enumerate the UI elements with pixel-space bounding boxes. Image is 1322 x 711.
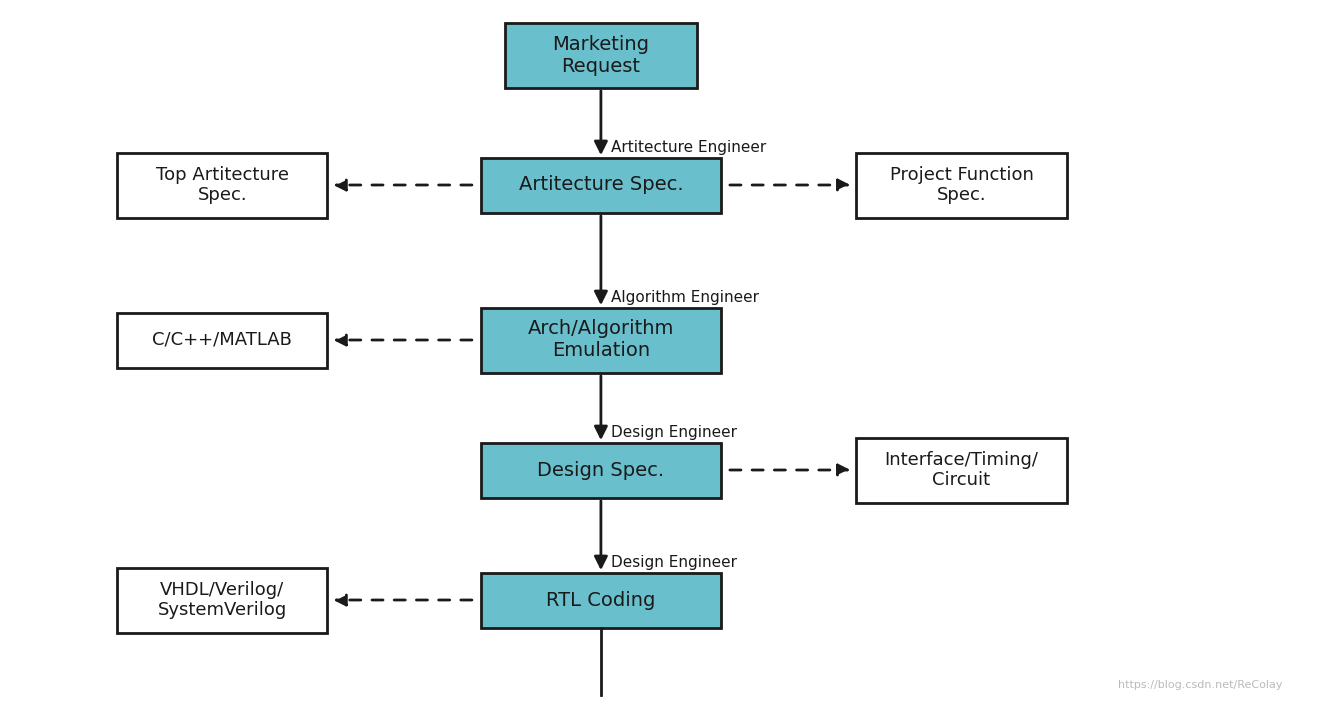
Text: C/C++/MATLAB: C/C++/MATLAB	[152, 331, 292, 349]
FancyBboxPatch shape	[118, 152, 328, 218]
FancyBboxPatch shape	[481, 442, 720, 498]
FancyBboxPatch shape	[118, 313, 328, 368]
Text: Design Engineer: Design Engineer	[611, 425, 736, 440]
FancyBboxPatch shape	[857, 437, 1067, 503]
Text: Top Artitecture
Spec.: Top Artitecture Spec.	[156, 166, 288, 204]
Text: Marketing
Request: Marketing Request	[553, 35, 649, 75]
Text: Algorithm Engineer: Algorithm Engineer	[611, 290, 759, 305]
FancyBboxPatch shape	[481, 307, 720, 373]
Text: RTL Coding: RTL Coding	[546, 591, 656, 609]
Text: Artitecture Spec.: Artitecture Spec.	[518, 176, 683, 195]
Text: VHDL/Verilog/
SystemVerilog: VHDL/Verilog/ SystemVerilog	[157, 581, 287, 619]
FancyBboxPatch shape	[857, 152, 1067, 218]
Text: Arch/Algorithm
Emulation: Arch/Algorithm Emulation	[527, 319, 674, 360]
Text: Project Function
Spec.: Project Function Spec.	[890, 166, 1034, 204]
Text: Design Engineer: Design Engineer	[611, 555, 736, 570]
FancyBboxPatch shape	[481, 572, 720, 628]
FancyBboxPatch shape	[481, 158, 720, 213]
Text: Interface/Timing/
Circuit: Interface/Timing/ Circuit	[884, 451, 1039, 489]
FancyBboxPatch shape	[505, 23, 697, 87]
FancyBboxPatch shape	[118, 567, 328, 633]
Text: Design Spec.: Design Spec.	[537, 461, 665, 479]
Text: Artitecture Engineer: Artitecture Engineer	[611, 140, 765, 155]
Text: https://blog.csdn.net/ReColay: https://blog.csdn.net/ReColay	[1118, 680, 1282, 690]
